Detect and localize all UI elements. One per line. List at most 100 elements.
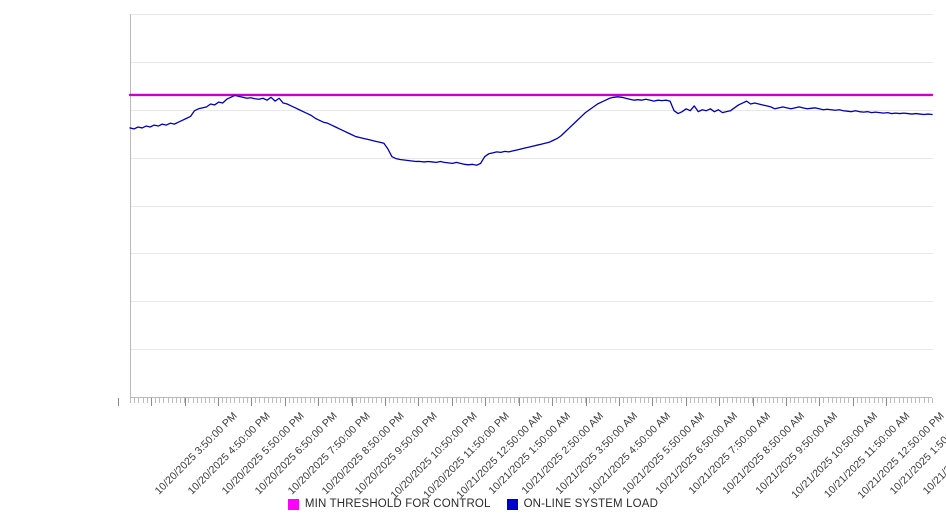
tick-minor bbox=[297, 398, 299, 403]
tick-minor bbox=[246, 398, 248, 403]
tick-minor bbox=[535, 398, 537, 403]
tick-minor bbox=[689, 398, 691, 403]
tick-minor bbox=[380, 398, 382, 403]
x-axis-major-ticks bbox=[117, 398, 932, 407]
tick-major bbox=[485, 398, 487, 406]
tick-minor bbox=[155, 398, 157, 403]
tick-minor bbox=[138, 398, 140, 403]
tick-minor bbox=[543, 398, 545, 403]
legend-entry[interactable]: MIN THRESHOLD FOR CONTROL bbox=[287, 498, 491, 510]
tick-minor bbox=[656, 398, 658, 403]
tick-minor bbox=[735, 398, 737, 403]
tick-minor bbox=[547, 398, 549, 403]
tick-minor bbox=[593, 398, 595, 403]
tick-minor bbox=[673, 398, 675, 403]
x-axis-tick-label: 10/20/2025 4:50:00 PM bbox=[185, 410, 273, 498]
tick-minor bbox=[760, 398, 762, 403]
tick-minor bbox=[363, 398, 365, 403]
tick-minor bbox=[472, 398, 474, 403]
tick-minor bbox=[531, 398, 532, 403]
tick-minor bbox=[301, 398, 303, 403]
gridline bbox=[131, 253, 933, 254]
x-axis-tick-label: 10/20/2025 10:50:00 PM bbox=[387, 410, 480, 502]
x-axis-tick-label: 10/21/2025 3:50:00 AM bbox=[553, 410, 640, 497]
tick-major bbox=[652, 398, 654, 406]
tick-minor bbox=[844, 398, 846, 403]
x-axis-tick-label: 10/21/2025 6:50:00 AM bbox=[653, 410, 741, 497]
tick-major bbox=[786, 398, 788, 406]
tick-minor bbox=[393, 398, 395, 403]
tick-minor bbox=[906, 398, 908, 403]
tick-minor bbox=[146, 398, 148, 403]
tick-minor bbox=[322, 398, 324, 403]
tick-major bbox=[418, 398, 420, 406]
tick-minor bbox=[422, 398, 424, 403]
tick-minor bbox=[468, 398, 470, 403]
tick-minor bbox=[927, 398, 929, 403]
legend-entry[interactable]: ON-LINE SYSTEM LOAD bbox=[506, 498, 659, 510]
tick-minor bbox=[175, 398, 177, 403]
x-axis-tick-label: 10/21/2025 2:50:00 PM bbox=[920, 410, 946, 498]
tick-minor bbox=[764, 398, 766, 403]
x-axis-tick-label: 10/21/2025 1:50:00 PM bbox=[887, 410, 946, 498]
tick-minor bbox=[497, 398, 499, 403]
tick-minor bbox=[443, 398, 445, 403]
tick-minor bbox=[221, 398, 223, 403]
tick-minor bbox=[739, 398, 741, 403]
tick-minor bbox=[347, 398, 349, 403]
tick-minor bbox=[372, 398, 374, 403]
tick-minor bbox=[238, 398, 240, 403]
tick-minor bbox=[288, 398, 290, 403]
x-axis-line bbox=[130, 397, 932, 398]
tick-minor bbox=[309, 398, 311, 403]
tick-minor bbox=[226, 398, 228, 403]
tick-minor bbox=[894, 398, 896, 403]
tick-minor bbox=[493, 398, 495, 403]
tick-minor bbox=[693, 398, 695, 403]
tick-minor bbox=[455, 398, 457, 403]
tick-minor bbox=[748, 398, 750, 403]
tick-minor bbox=[338, 398, 340, 403]
tick-minor bbox=[526, 398, 528, 403]
tick-minor bbox=[209, 398, 211, 403]
gridline bbox=[131, 110, 933, 111]
tick-minor bbox=[798, 398, 800, 403]
tick-major bbox=[552, 398, 554, 406]
legend-label: ON-LINE SYSTEM LOAD bbox=[523, 498, 659, 510]
x-axis-tick-label: 10/21/2025 12:50:00 PM bbox=[855, 410, 946, 502]
tick-minor bbox=[781, 398, 783, 403]
tick-minor bbox=[205, 398, 207, 403]
x-axis-tick-label: 10/20/2025 9:50:00 PM bbox=[352, 410, 440, 498]
tick-minor bbox=[192, 398, 194, 403]
tick-minor bbox=[276, 398, 278, 403]
tick-minor bbox=[313, 398, 315, 403]
tick-minor bbox=[464, 398, 466, 403]
tick-minor bbox=[539, 398, 541, 403]
tick-minor bbox=[263, 398, 265, 403]
tick-minor bbox=[439, 398, 441, 403]
tick-minor bbox=[877, 398, 879, 403]
tick-minor bbox=[614, 398, 616, 403]
tick-minor bbox=[597, 398, 599, 403]
legend-swatch-icon bbox=[506, 498, 518, 510]
tick-minor bbox=[196, 398, 198, 403]
tick-minor bbox=[556, 398, 558, 403]
x-axis-tick-label: 10/21/2025 1:50:00 AM bbox=[486, 410, 574, 497]
tick-minor bbox=[865, 398, 867, 403]
tick-minor bbox=[355, 398, 357, 403]
tick-major bbox=[251, 398, 253, 406]
tick-minor bbox=[639, 398, 641, 403]
tick-minor bbox=[794, 398, 796, 403]
gridline bbox=[131, 14, 933, 15]
tick-minor bbox=[330, 398, 332, 403]
x-axis-tick-label: 10/20/2025 5:50:00 PM bbox=[219, 410, 307, 498]
tick-major bbox=[685, 398, 687, 406]
tick-major bbox=[117, 398, 119, 406]
tick-minor bbox=[142, 398, 144, 403]
x-axis-tick-label: 10/21/2025 5:50:00 AM bbox=[619, 410, 707, 497]
tick-minor bbox=[631, 398, 633, 403]
tick-minor bbox=[606, 398, 608, 403]
tick-minor bbox=[835, 398, 837, 403]
tick-minor bbox=[810, 398, 812, 403]
tick-major bbox=[351, 398, 353, 406]
